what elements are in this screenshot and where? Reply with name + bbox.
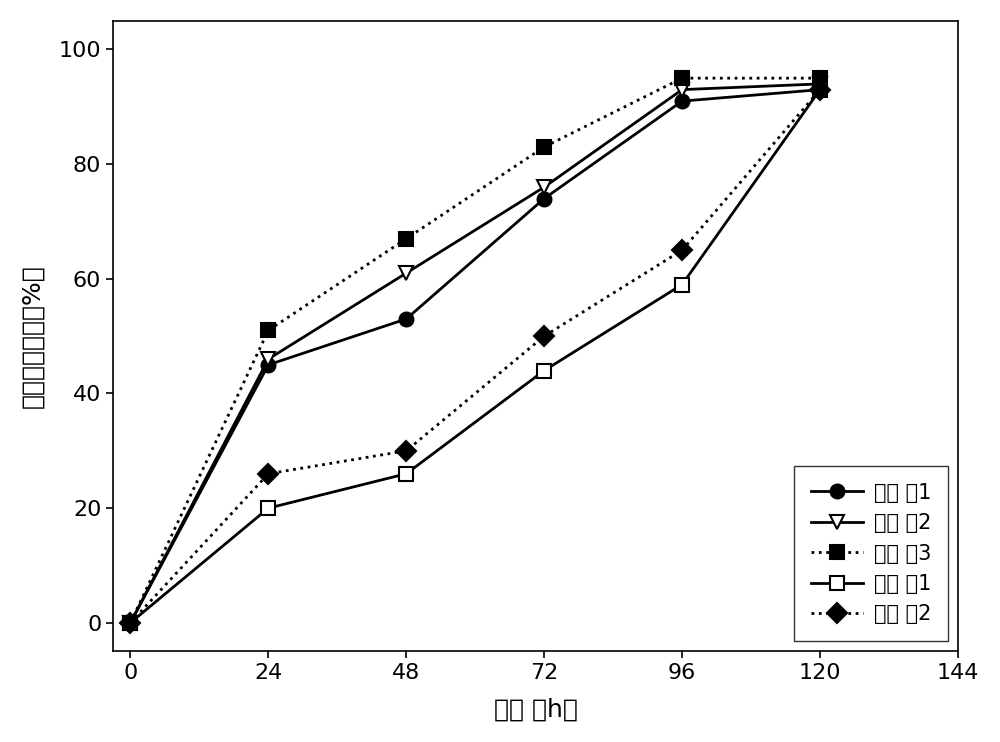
实施 例1 [400,315,412,324]
Line: 对比 例2: 对比 例2 [123,82,827,630]
X-axis label: 时间 （h）: 时间 （h） [494,697,578,721]
实施 例2 [124,618,136,627]
Line: 对比 例1: 对比 例1 [123,82,827,630]
实施 例3 [124,618,136,627]
实施 例1 [676,96,688,105]
实施 例1 [124,618,136,627]
实施 例3 [814,73,826,82]
实施 例1 [262,361,274,370]
实施 例1 [538,194,550,203]
对比 例2 [538,332,550,341]
实施 例2 [676,85,688,94]
对比 例1 [676,280,688,289]
Line: 实施 例3: 实施 例3 [123,71,827,630]
实施 例2 [814,79,826,88]
Line: 实施 例1: 实施 例1 [123,82,827,630]
对比 例2 [262,469,274,478]
Y-axis label: 蛋白质去除率（%）: 蛋白质去除率（%） [21,264,45,408]
实施 例1 [814,85,826,94]
对比 例1 [400,469,412,478]
实施 例3 [400,234,412,243]
对比 例2 [400,447,412,456]
对比 例1 [262,504,274,513]
对比 例1 [538,366,550,375]
实施 例3 [262,326,274,335]
实施 例2 [400,269,412,278]
对比 例2 [814,85,826,94]
实施 例2 [262,355,274,364]
对比 例1 [124,618,136,627]
对比 例1 [814,85,826,94]
实施 例3 [538,142,550,151]
实施 例2 [538,183,550,191]
Line: 实施 例2: 实施 例2 [123,77,827,630]
Legend: 实施 例1, 实施 例2, 实施 例3, 对比 例1, 对比 例2: 实施 例1, 实施 例2, 实施 例3, 对比 例1, 对比 例2 [794,466,948,641]
对比 例2 [676,246,688,255]
实施 例3 [676,73,688,82]
对比 例2 [124,618,136,627]
